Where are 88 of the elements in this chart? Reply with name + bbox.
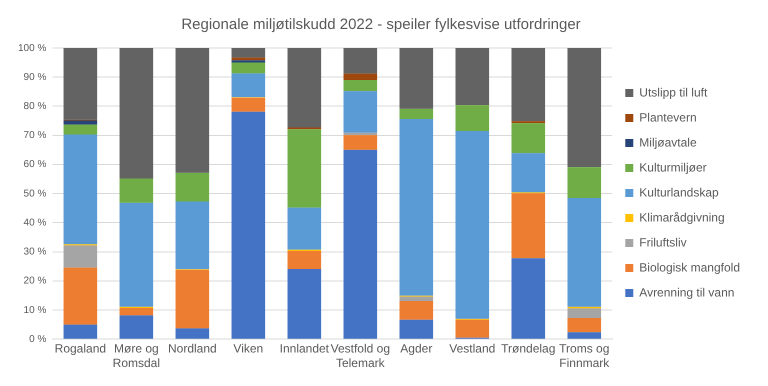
bar bbox=[288, 208, 322, 250]
bar bbox=[64, 124, 98, 134]
x-tick-label: Viken bbox=[233, 342, 264, 356]
bar bbox=[400, 119, 434, 296]
bar bbox=[64, 134, 98, 244]
y-tick-label: 80 % bbox=[24, 100, 46, 112]
legend-label: Miljøavtale bbox=[639, 135, 697, 150]
bar bbox=[567, 198, 602, 307]
bar bbox=[288, 48, 322, 128]
bar bbox=[232, 60, 266, 63]
y-tick-label: 40 % bbox=[24, 217, 46, 228]
bar bbox=[288, 250, 322, 270]
bar bbox=[400, 301, 434, 320]
bar bbox=[567, 167, 602, 198]
bar bbox=[400, 296, 434, 302]
bar bbox=[567, 308, 602, 318]
legend-label: Avrenning til vann bbox=[639, 285, 734, 300]
y-tick-label: 60 % bbox=[24, 159, 46, 170]
bar bbox=[344, 48, 378, 74]
bar bbox=[344, 91, 378, 133]
x-tick-label: Nordland bbox=[168, 342, 217, 356]
y-tick-label: 0 % bbox=[29, 334, 46, 345]
bar bbox=[456, 105, 490, 131]
y-tick-label: 30 % bbox=[24, 246, 46, 258]
x-tick-label: Vestland bbox=[449, 342, 496, 356]
bar bbox=[511, 48, 546, 122]
bar bbox=[456, 320, 490, 338]
bar bbox=[567, 332, 602, 339]
x-tick-label: Troms og Finnmark bbox=[559, 342, 610, 370]
bar bbox=[344, 150, 378, 339]
bar bbox=[344, 80, 378, 92]
bar bbox=[511, 258, 546, 339]
bar bbox=[288, 129, 322, 208]
legend-label: Kulturlandskap bbox=[639, 185, 719, 200]
legend-label: Biologisk mangfold bbox=[639, 260, 740, 274]
bar bbox=[64, 245, 98, 268]
bar bbox=[120, 308, 154, 316]
bar bbox=[232, 58, 266, 60]
x-tick-label: Rogaland bbox=[54, 342, 106, 356]
bar bbox=[232, 62, 266, 74]
bar bbox=[64, 48, 98, 120]
bar bbox=[176, 172, 210, 202]
x-tick-label: Vestfold og Telemark bbox=[330, 342, 390, 370]
bar bbox=[64, 324, 98, 339]
bar bbox=[456, 48, 490, 106]
legend-label: Utslipp til luft bbox=[639, 85, 708, 100]
bar bbox=[176, 328, 210, 339]
bar bbox=[120, 178, 154, 203]
legend-label: Kulturmiljøer bbox=[639, 160, 707, 174]
x-tick-label: Agder bbox=[400, 342, 432, 356]
bar bbox=[232, 98, 266, 112]
bar bbox=[232, 112, 266, 339]
bar bbox=[400, 108, 434, 120]
bar bbox=[176, 270, 210, 328]
bar bbox=[176, 201, 210, 270]
legend-label: Friluftsliv bbox=[639, 235, 687, 250]
bar bbox=[288, 269, 322, 339]
bar bbox=[232, 73, 266, 98]
bar bbox=[456, 130, 490, 319]
bar bbox=[176, 48, 210, 173]
bar bbox=[64, 120, 98, 125]
bar bbox=[64, 268, 98, 325]
y-tick-label: 20 % bbox=[24, 276, 46, 287]
bar bbox=[400, 320, 434, 339]
y-tick-label: 70 % bbox=[24, 130, 46, 142]
bar bbox=[511, 193, 546, 258]
bar bbox=[344, 74, 378, 80]
bar bbox=[567, 318, 602, 332]
bar bbox=[120, 315, 154, 339]
bar bbox=[232, 48, 266, 58]
bar bbox=[344, 135, 378, 150]
y-tick-label: 50 % bbox=[24, 188, 46, 200]
x-tick-label: Trøndelag bbox=[501, 342, 556, 356]
bar bbox=[120, 48, 154, 178]
legend-label: Plantevern bbox=[639, 110, 697, 124]
y-tick-label: 100 % bbox=[18, 42, 46, 54]
bar bbox=[344, 132, 378, 136]
bar bbox=[511, 153, 546, 192]
legend-label: Klimarådgivning bbox=[639, 210, 725, 224]
x-tick-label: Innlandet bbox=[280, 342, 330, 356]
bar bbox=[400, 48, 434, 109]
x-tick-label: Møre og Romsdal bbox=[112, 342, 160, 370]
chart-title: Regionale miljøtilskudd 2022 - speiler fylkesvise utfordringer bbox=[181, 16, 581, 34]
y-tick-label: 10 % bbox=[24, 304, 46, 316]
bar bbox=[120, 202, 154, 307]
y-tick-label: 90 % bbox=[24, 72, 46, 83]
bar bbox=[567, 48, 602, 168]
bar bbox=[511, 123, 546, 154]
